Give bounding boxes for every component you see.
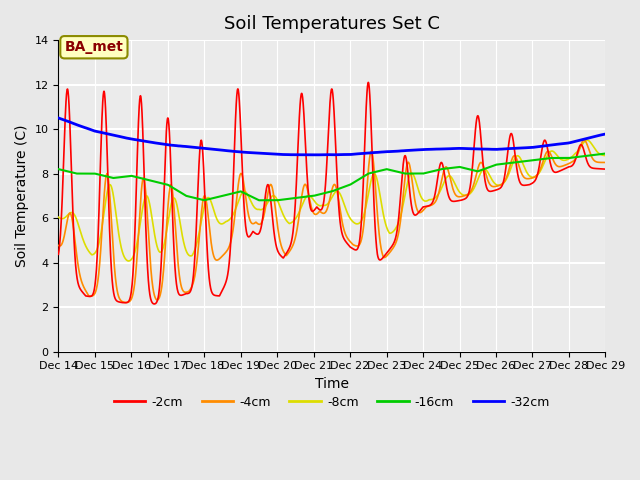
Y-axis label: Soil Temperature (C): Soil Temperature (C) [15, 125, 29, 267]
Line: -16cm: -16cm [58, 154, 605, 200]
-32cm [207, 146, 215, 152]
-16cm [554, 155, 561, 161]
-2cm [569, 162, 577, 168]
-16cm [255, 197, 263, 203]
-2cm [602, 166, 609, 172]
-8cm [125, 258, 132, 264]
-2cm [554, 169, 561, 175]
-4cm [602, 159, 609, 165]
-2cm [364, 80, 372, 85]
Line: -8cm: -8cm [58, 140, 605, 261]
-16cm [491, 162, 499, 168]
-32cm [348, 152, 356, 157]
-16cm [568, 155, 576, 160]
-32cm [310, 152, 318, 158]
-2cm [348, 245, 356, 251]
-4cm [568, 159, 576, 165]
-4cm [54, 242, 62, 248]
-16cm [360, 174, 367, 180]
-16cm [348, 181, 356, 187]
-16cm [207, 196, 215, 202]
-4cm [491, 184, 499, 190]
-32cm [554, 142, 561, 147]
-2cm [54, 252, 62, 257]
-32cm [568, 139, 576, 145]
-8cm [583, 137, 591, 143]
-32cm [491, 146, 499, 152]
-4cm [207, 240, 215, 246]
-4cm [360, 223, 367, 228]
X-axis label: Time: Time [315, 377, 349, 391]
-4cm [554, 163, 561, 169]
Title: Soil Temperatures Set C: Soil Temperatures Set C [224, 15, 440, 33]
-8cm [207, 199, 215, 205]
-8cm [568, 154, 576, 159]
-16cm [602, 151, 609, 156]
-2cm [360, 170, 367, 176]
Text: BA_met: BA_met [65, 40, 124, 54]
-32cm [602, 131, 609, 137]
-8cm [348, 217, 356, 223]
-8cm [554, 153, 561, 158]
-8cm [602, 153, 609, 158]
-8cm [491, 181, 499, 187]
-32cm [54, 115, 62, 121]
Line: -4cm: -4cm [58, 140, 605, 302]
-4cm [122, 300, 129, 305]
-32cm [360, 151, 367, 156]
-8cm [360, 212, 367, 218]
-8cm [54, 214, 62, 220]
Line: -32cm: -32cm [58, 118, 605, 155]
-4cm [348, 240, 356, 246]
-2cm [150, 301, 158, 307]
-16cm [54, 166, 62, 172]
Legend: -2cm, -4cm, -8cm, -16cm, -32cm: -2cm, -4cm, -8cm, -16cm, -32cm [109, 391, 555, 414]
-2cm [492, 187, 499, 193]
-4cm [580, 137, 588, 143]
-2cm [207, 288, 215, 293]
Line: -2cm: -2cm [58, 83, 605, 304]
